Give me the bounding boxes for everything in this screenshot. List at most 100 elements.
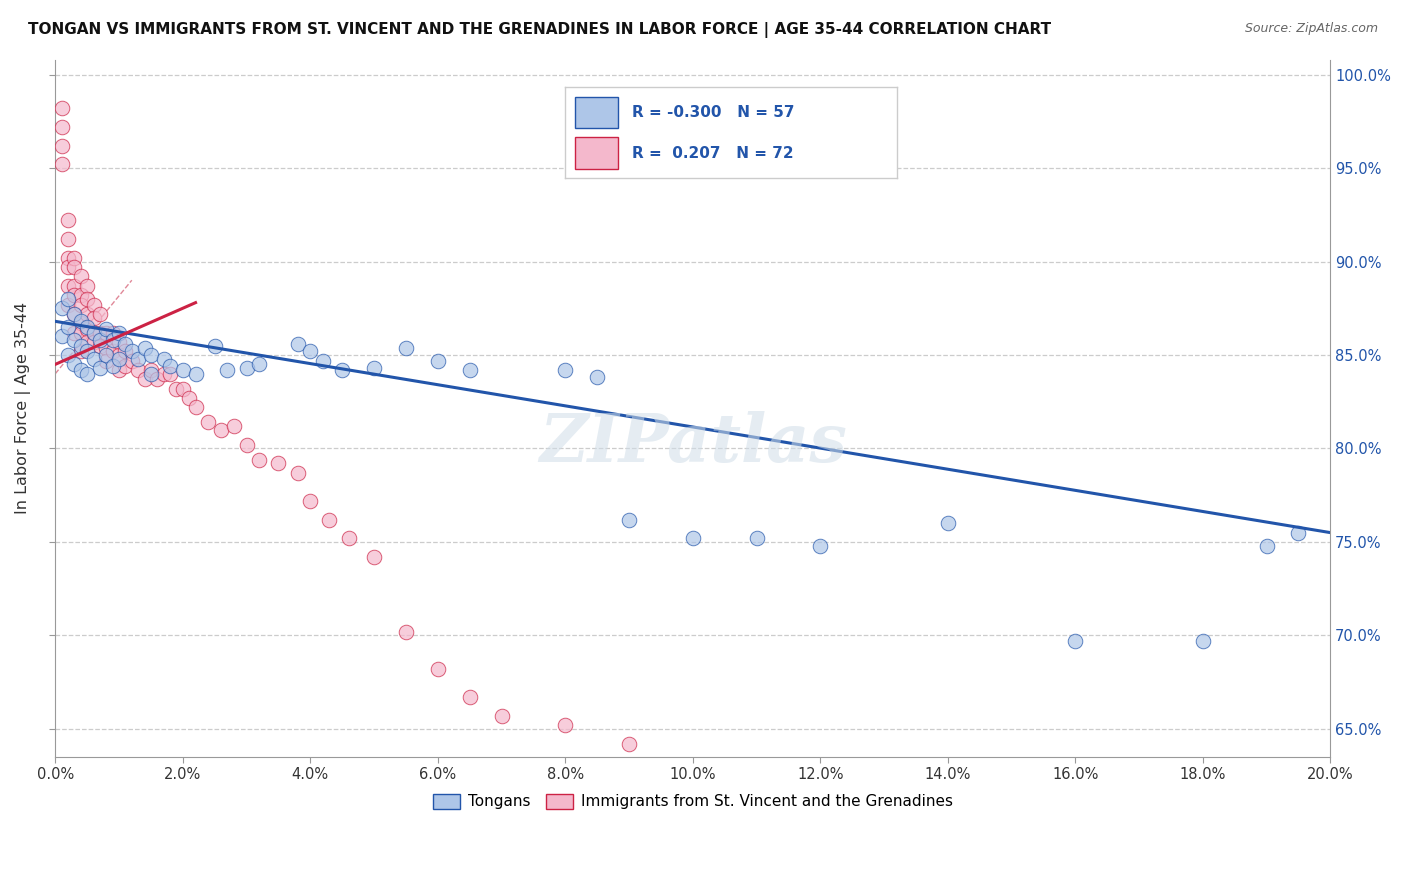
Point [491, 708, 513, 723]
Point [96, 322, 118, 336]
Point [69, 269, 91, 284]
Point [165, 382, 187, 396]
Point [56, 260, 79, 274]
Point [139, 367, 162, 381]
Point [134, 372, 156, 386]
Point [101, 344, 124, 359]
Point [76, 292, 98, 306]
Point [146, 372, 169, 386]
Point [56, 278, 79, 293]
Point [63, 260, 86, 274]
Point [69, 326, 91, 340]
Point [69, 363, 91, 377]
Point [63, 288, 86, 302]
Point [83, 351, 105, 366]
Point [76, 334, 98, 349]
Point [83, 334, 105, 349]
Point [209, 423, 232, 437]
Point [247, 452, 270, 467]
Point [172, 363, 194, 377]
Point [96, 353, 118, 368]
Point [235, 438, 257, 452]
Point [51, 138, 73, 153]
Point [318, 512, 340, 526]
Point [108, 351, 131, 366]
Point [287, 466, 309, 480]
Point [299, 493, 322, 508]
Point [63, 357, 86, 371]
Point [1286, 525, 1309, 540]
Point [184, 367, 207, 381]
Point [330, 363, 353, 377]
Point [458, 363, 481, 377]
Point [76, 322, 98, 336]
Point [121, 344, 143, 359]
Point [114, 359, 136, 374]
Point [139, 348, 162, 362]
Point [197, 415, 219, 429]
Point [63, 278, 86, 293]
Point [56, 251, 79, 265]
Point [426, 662, 449, 676]
Y-axis label: In Labor Force | Age 35-44: In Labor Force | Age 35-44 [15, 302, 31, 515]
Point [69, 314, 91, 328]
Point [51, 329, 73, 343]
Point [63, 326, 86, 340]
Point [63, 333, 86, 347]
Point [114, 344, 136, 359]
Point [101, 326, 124, 340]
Point [63, 307, 86, 321]
Point [682, 531, 704, 545]
Point [172, 382, 194, 396]
Point [83, 326, 105, 340]
Point [745, 531, 768, 545]
Point [56, 232, 79, 246]
Point [51, 101, 73, 115]
Point [76, 367, 98, 381]
Point [108, 334, 131, 349]
Point [204, 338, 226, 352]
Point [89, 333, 111, 347]
Point [89, 326, 111, 340]
Point [617, 512, 640, 526]
Point [51, 120, 73, 134]
Point [89, 338, 111, 352]
Point [63, 307, 86, 321]
Point [101, 359, 124, 374]
Point [127, 363, 149, 377]
Point [63, 251, 86, 265]
Point [108, 326, 131, 340]
Point [76, 320, 98, 334]
Point [395, 341, 418, 355]
Point [56, 213, 79, 227]
Point [363, 361, 385, 376]
Point [586, 370, 609, 384]
Point [96, 341, 118, 355]
Point [101, 333, 124, 347]
Point [554, 363, 576, 377]
Point [217, 363, 239, 377]
Point [139, 363, 162, 377]
Point [89, 307, 111, 321]
Point [51, 301, 73, 316]
Point [76, 344, 98, 359]
Point [312, 353, 335, 368]
Point [89, 361, 111, 376]
Point [1064, 634, 1087, 648]
Point [808, 539, 831, 553]
Point [96, 348, 118, 362]
Point [287, 336, 309, 351]
Point [83, 326, 105, 340]
Point [114, 336, 136, 351]
Point [83, 297, 105, 311]
Point [426, 353, 449, 368]
Point [56, 348, 79, 362]
Point [69, 316, 91, 330]
Point [152, 351, 174, 366]
Point [134, 341, 156, 355]
Point [363, 549, 385, 564]
Point [69, 297, 91, 311]
Point [152, 367, 174, 381]
Point [56, 320, 79, 334]
Point [76, 307, 98, 321]
